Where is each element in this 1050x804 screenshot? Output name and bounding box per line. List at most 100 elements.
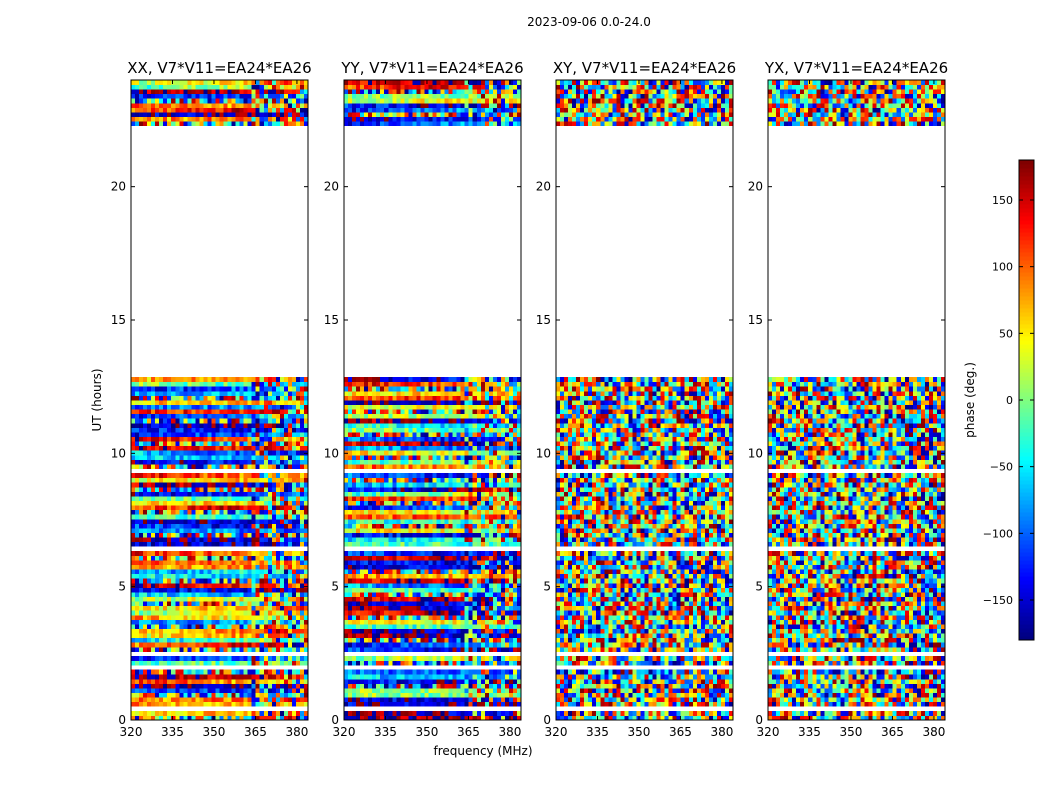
heatmap-cell — [244, 519, 248, 524]
heatmap-cell — [300, 688, 304, 693]
heatmap-cell — [163, 409, 167, 414]
heatmap-cell — [284, 560, 288, 565]
heatmap-cell — [203, 560, 207, 565]
heatmap-cell — [147, 587, 151, 592]
heatmap-cell — [211, 482, 215, 487]
heatmap-cell — [203, 656, 207, 661]
heatmap-cell — [203, 80, 207, 85]
heatmap-cell — [236, 693, 240, 698]
heatmap-cell — [280, 615, 284, 620]
heatmap-cell — [264, 473, 268, 478]
heatmap-cell — [276, 601, 280, 606]
heatmap-cell — [420, 606, 424, 611]
heatmap-cell — [236, 606, 240, 611]
heatmap-cell — [155, 693, 159, 698]
heatmap-cell — [505, 606, 509, 611]
heatmap-cell — [203, 583, 207, 588]
heatmap-cell — [203, 478, 207, 483]
heatmap-cell — [215, 683, 219, 688]
heatmap-cell — [368, 574, 372, 579]
heatmap-cell — [380, 656, 384, 661]
heatmap-cell — [143, 94, 147, 99]
heatmap-cell — [404, 569, 408, 574]
heatmap-cell — [481, 702, 485, 707]
heatmap-cell — [232, 455, 236, 460]
heatmap-cell — [228, 395, 232, 400]
heatmap-cell — [513, 697, 517, 702]
heatmap-cell — [360, 578, 364, 583]
heatmap-cell — [252, 107, 256, 112]
heatmap-cell — [135, 377, 139, 382]
heatmap-cell — [207, 496, 211, 501]
heatmap-cell — [224, 98, 228, 103]
heatmap-cell — [268, 537, 272, 542]
heatmap-cell — [296, 441, 300, 446]
heatmap-cell — [396, 587, 400, 592]
heatmap-cell — [437, 638, 441, 643]
heatmap-cell — [424, 697, 428, 702]
heatmap-cell — [505, 601, 509, 606]
heatmap-cell — [244, 587, 248, 592]
heatmap-cell — [396, 688, 400, 693]
heatmap-cell — [236, 702, 240, 707]
heatmap-cell — [191, 533, 195, 538]
heatmap-cell — [256, 638, 260, 643]
heatmap-cell — [260, 89, 264, 94]
heatmap-cell — [131, 638, 135, 643]
heatmap-cell — [264, 697, 268, 702]
heatmap-cell — [493, 610, 497, 615]
heatmap-cell — [183, 405, 187, 410]
heatmap-cell — [501, 633, 505, 638]
heatmap-cell — [441, 574, 445, 579]
heatmap-cell — [280, 633, 284, 638]
heatmap-cell — [203, 683, 207, 688]
heatmap-cell — [163, 121, 167, 126]
heatmap-cell — [228, 514, 232, 519]
heatmap-cell — [272, 400, 276, 405]
heatmap-cell — [296, 629, 300, 634]
heatmap-cell — [408, 656, 412, 661]
heatmap-cell — [280, 711, 284, 716]
heatmap-cell — [191, 107, 195, 112]
heatmap-cell — [356, 615, 360, 620]
heatmap-cell — [404, 587, 408, 592]
heatmap-cell — [151, 446, 155, 451]
heatmap-cell — [352, 633, 356, 638]
heatmap-cell — [199, 537, 203, 542]
heatmap-cell — [143, 565, 147, 570]
heatmap-cell — [220, 697, 224, 702]
heatmap-cell — [147, 478, 151, 483]
heatmap-cell — [199, 377, 203, 382]
heatmap-cell — [183, 391, 187, 396]
heatmap-cell — [207, 624, 211, 629]
heatmap-cell — [268, 555, 272, 560]
heatmap-cell — [428, 574, 432, 579]
heatmap-cell — [224, 528, 228, 533]
heatmap-cell — [244, 391, 248, 396]
heatmap-cell — [416, 601, 420, 606]
heatmap-cell — [183, 528, 187, 533]
heatmap-cell — [256, 405, 260, 410]
heatmap-cell — [256, 473, 260, 478]
heatmap-cell — [276, 569, 280, 574]
heatmap-cell — [437, 702, 441, 707]
heatmap-cell — [256, 683, 260, 688]
heatmap-cell — [167, 487, 171, 492]
heatmap-cell — [228, 418, 232, 423]
heatmap-cell — [469, 610, 473, 615]
heatmap-cell — [179, 587, 183, 592]
heatmap-cell — [240, 569, 244, 574]
heatmap-cell — [151, 679, 155, 684]
heatmap-cell — [404, 615, 408, 620]
heatmap-cell — [428, 569, 432, 574]
heatmap-cell — [151, 711, 155, 716]
heatmap-cell — [215, 391, 219, 396]
heatmap-cell — [167, 478, 171, 483]
heatmap-cell — [469, 574, 473, 579]
heatmap-cell — [428, 578, 432, 583]
heatmap-cell — [183, 377, 187, 382]
heatmap-cell — [131, 560, 135, 565]
heatmap-cell — [424, 560, 428, 565]
heatmap-cell — [384, 711, 388, 716]
heatmap-cell — [143, 377, 147, 382]
